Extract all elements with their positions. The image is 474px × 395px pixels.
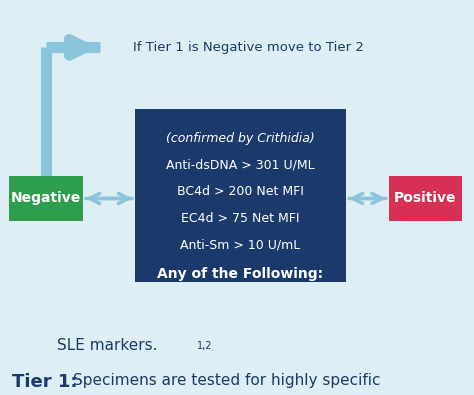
Text: If Tier 1 is Negative move to Tier 2: If Tier 1 is Negative move to Tier 2 [133,41,364,54]
Text: 1,2: 1,2 [197,341,212,351]
Text: Any of the Following:: Any of the Following: [157,267,324,280]
Text: Positive: Positive [394,192,456,205]
FancyBboxPatch shape [389,176,462,221]
Text: BC4d > 200 Net MFI: BC4d > 200 Net MFI [177,185,304,198]
FancyBboxPatch shape [9,176,83,221]
Text: Tier 1:: Tier 1: [12,373,77,391]
Text: (confirmed by Crithidia): (confirmed by Crithidia) [166,132,315,145]
FancyBboxPatch shape [135,109,346,282]
Text: Anti-Sm > 10 U/mL: Anti-Sm > 10 U/mL [181,239,301,252]
Text: Anti-dsDNA > 301 U/ML: Anti-dsDNA > 301 U/ML [166,158,315,171]
Text: Negative: Negative [11,192,82,205]
Text: Specimens are tested for highly specific: Specimens are tested for highly specific [73,373,381,388]
Text: SLE markers.: SLE markers. [57,338,157,353]
Text: EC4d > 75 Net MFI: EC4d > 75 Net MFI [181,212,300,225]
